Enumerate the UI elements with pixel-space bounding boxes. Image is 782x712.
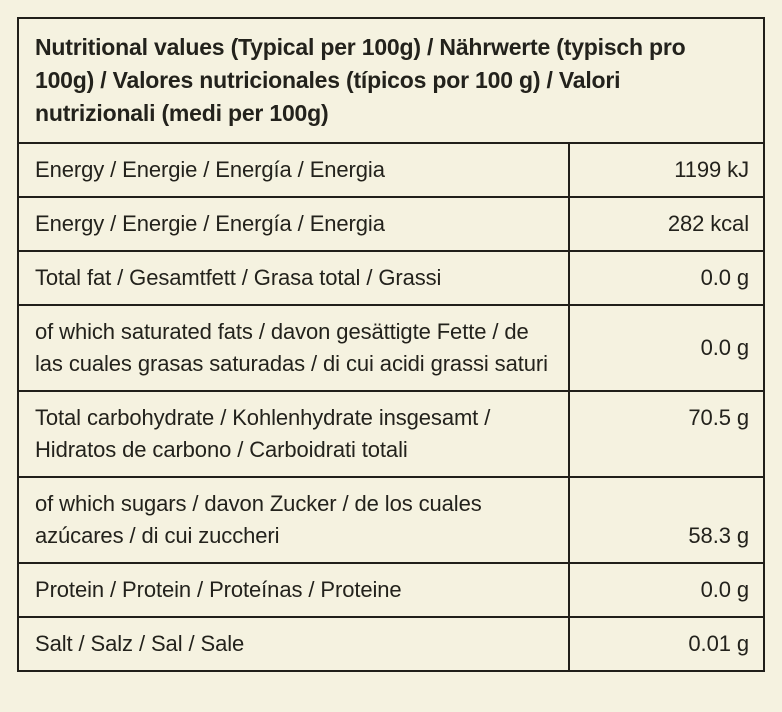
nutrition-table: Nutritional values (Typical per 100g) / … <box>17 17 765 672</box>
nutrient-value: 1199 kJ <box>674 157 749 182</box>
table-row-salt: Salt / Salz / Sal / Sale 0.01 g <box>19 616 763 670</box>
table-row-sugars: of which sugars / davon Zucker / de los … <box>19 476 763 562</box>
nutrient-value: 58.3 g <box>688 523 749 548</box>
table-row-protein: Protein / Protein / Proteínas / Proteine… <box>19 562 763 616</box>
nutrient-value: 282 kcal <box>667 211 749 236</box>
nutrient-value: 70.5 g <box>688 405 749 430</box>
nutrient-label: Total carbohydrate / Kohlenhydrate insge… <box>19 392 570 476</box>
nutrient-value: 0.0 g <box>700 335 750 360</box>
nutrient-label: Energy / Energie / Energía / Energia <box>19 198 570 250</box>
nutrient-label: Protein / Protein / Proteínas / Proteine <box>19 564 570 616</box>
nutrient-label: Energy / Energie / Energía / Energia <box>19 144 570 196</box>
table-row-saturated-fats: of which saturated fats / davon gesättig… <box>19 304 763 390</box>
table-row-energy-kcal: Energy / Energie / Energía / Energia 282… <box>19 196 763 250</box>
nutrient-value: 0.0 g <box>700 265 750 290</box>
nutrient-label: Salt / Salz / Sal / Sale <box>19 618 570 670</box>
table-row-total-fat: Total fat / Gesamtfett / Grasa total / G… <box>19 250 763 304</box>
nutrient-label: of which sugars / davon Zucker / de los … <box>19 478 570 562</box>
table-title: Nutritional values (Typical per 100g) / … <box>19 19 763 144</box>
table-row-energy-kj: Energy / Energie / Energía / Energia 119… <box>19 144 763 196</box>
nutrient-label: of which saturated fats / davon gesättig… <box>19 306 570 390</box>
table-row-carbohydrate: Total carbohydrate / Kohlenhydrate insge… <box>19 390 763 476</box>
nutrient-label: Total fat / Gesamtfett / Grasa total / G… <box>19 252 570 304</box>
nutrient-value: 0.0 g <box>700 577 750 602</box>
nutrient-value: 0.01 g <box>688 631 749 656</box>
